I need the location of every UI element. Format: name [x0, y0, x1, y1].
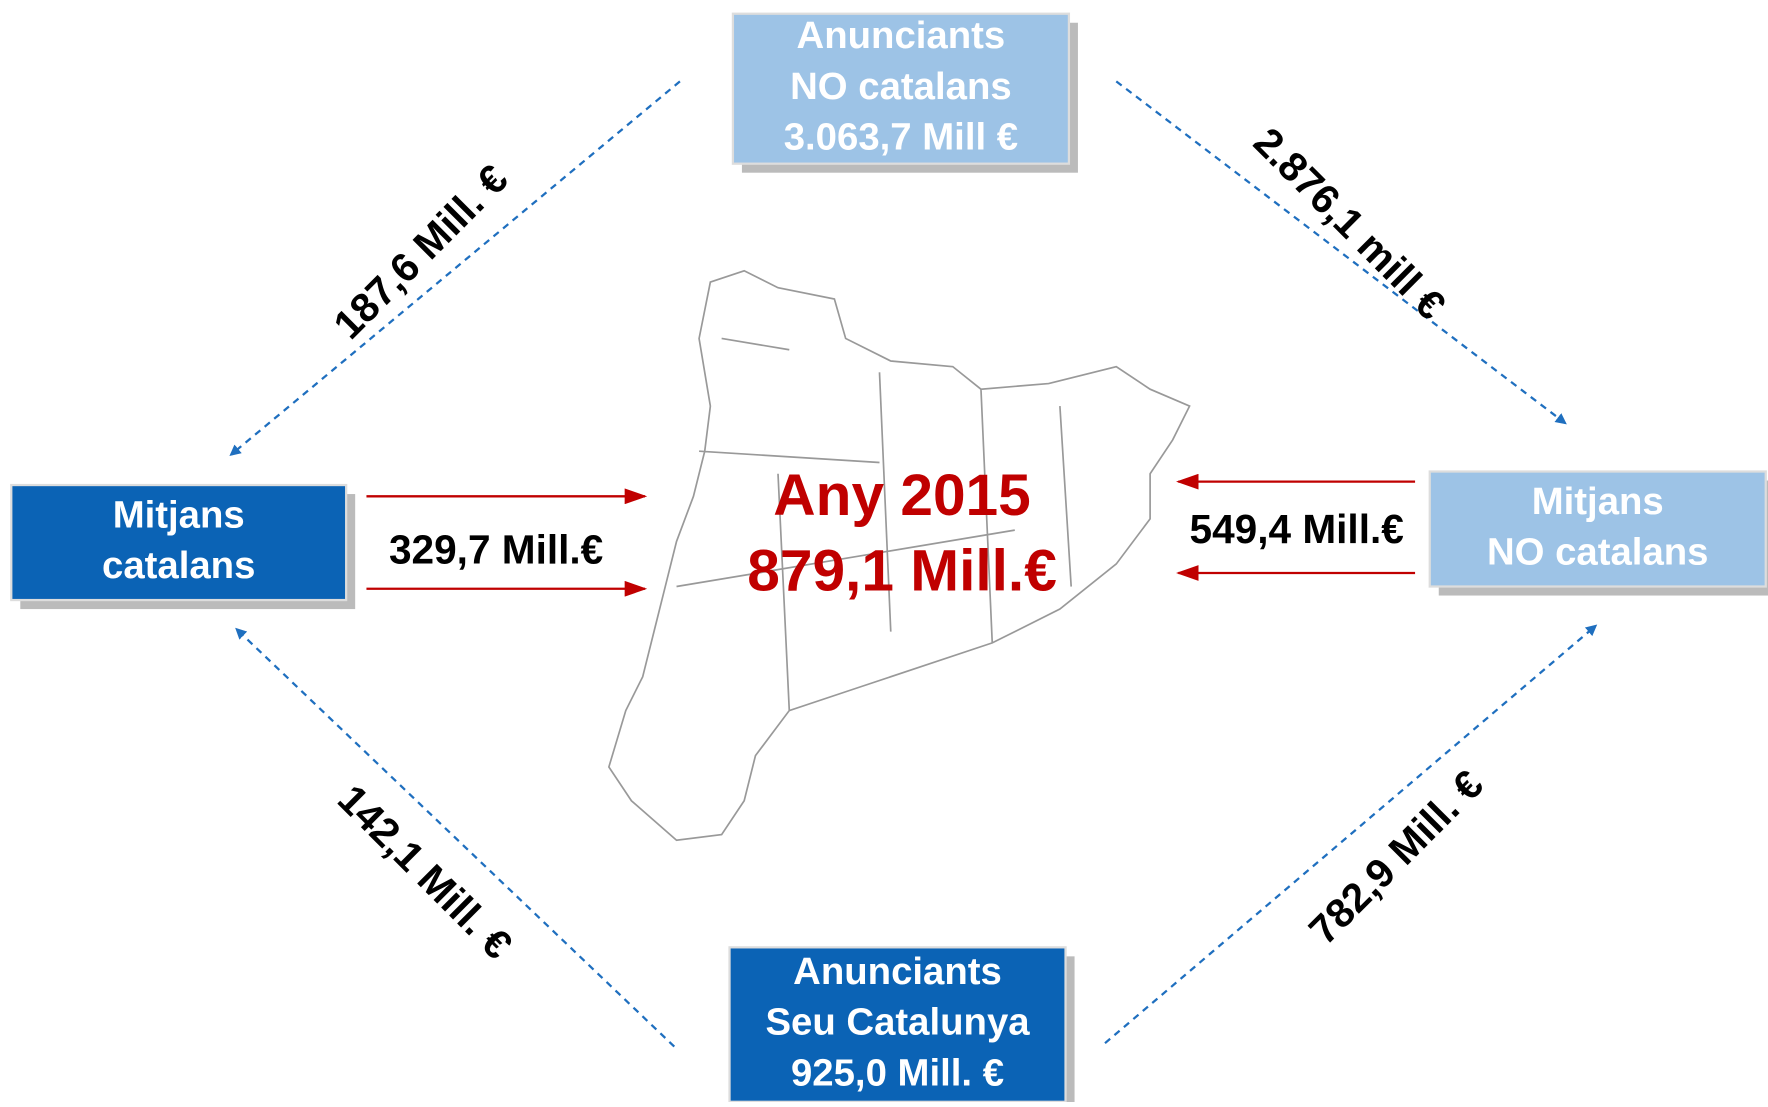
box-label: Anunciants — [797, 14, 1006, 57]
box-label: Mitjans — [1532, 480, 1664, 523]
box-label: Anunciants — [793, 950, 1002, 993]
box — [728, 946, 1067, 1103]
dashed-arrow — [1115, 80, 1567, 425]
dashed-arrow — [229, 80, 681, 457]
edge-label: 2.876,1 mill € — [1245, 119, 1455, 329]
map-outline — [607, 269, 1191, 842]
box — [1428, 470, 1767, 588]
box-label: 925,0 Mill. € — [791, 1051, 1004, 1094]
edge-label: 187,6 Mill. € — [324, 156, 516, 348]
edge-label: 782,9 Mill. € — [1300, 761, 1492, 953]
connectors — [229, 80, 1598, 1048]
box-label: 3.063,7 Mill € — [784, 116, 1018, 159]
dashed-arrow — [1104, 624, 1598, 1045]
edge-label: 549,4 Mill.€ — [1190, 506, 1404, 552]
box — [10, 483, 348, 602]
box-label: NO catalans — [1487, 531, 1709, 574]
center-label: Any 2015 — [773, 463, 1030, 528]
box-label: NO catalans — [790, 65, 1012, 108]
center-label: 879,1 Mill.€ — [747, 539, 1057, 604]
box — [731, 12, 1071, 165]
box-label: Seu Catalunya — [765, 1001, 1030, 1044]
edge-label: 329,7 Mill.€ — [389, 526, 603, 572]
box-label: catalans — [102, 544, 255, 587]
dashed-arrow — [235, 627, 676, 1048]
box-label: Mitjans — [113, 493, 245, 536]
